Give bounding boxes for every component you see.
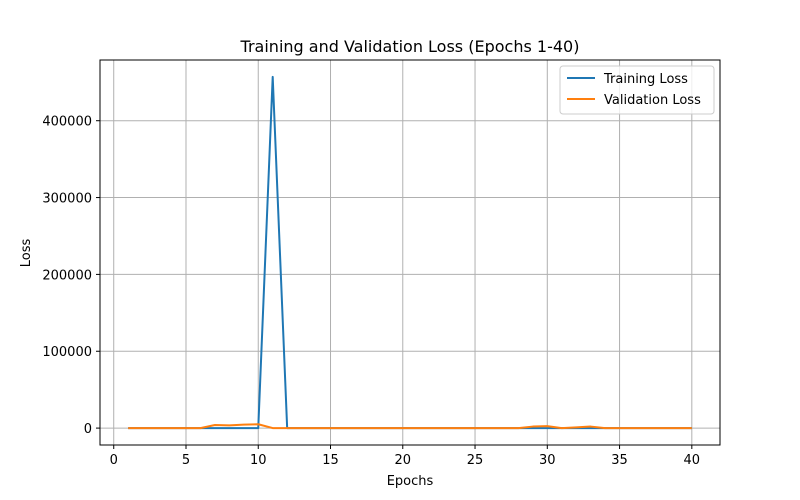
x-axis-ticks: 0 5 10 15 20 25 30 35 40 xyxy=(110,445,701,468)
x-tick-label: 40 xyxy=(684,453,701,468)
y-tick-label: 100000 xyxy=(42,345,92,360)
x-tick-label: 15 xyxy=(322,453,339,468)
x-tick-label: 0 xyxy=(110,453,118,468)
y-axis-ticks: 0 100000 200000 300000 400000 xyxy=(42,115,100,437)
x-tick-label: 5 xyxy=(182,453,190,468)
series-line-validation xyxy=(128,423,692,430)
y-tick-label: 0 xyxy=(84,422,92,437)
series-line-training xyxy=(128,75,692,430)
x-tick-label: 35 xyxy=(611,453,628,468)
legend-label-training: Training Loss xyxy=(603,72,688,87)
plot-frame xyxy=(99,59,721,446)
grid-lines xyxy=(100,60,720,445)
legend: Training Loss Validation Loss xyxy=(559,65,715,115)
legend-box xyxy=(559,65,715,115)
y-tick-label: 300000 xyxy=(42,192,92,207)
legend-label-validation: Validation Loss xyxy=(604,93,701,108)
x-axis-label: Epochs xyxy=(387,474,434,489)
y-tick-label: 400000 xyxy=(42,115,92,130)
y-tick-label: 200000 xyxy=(42,268,92,283)
x-tick-label: 30 xyxy=(539,453,556,468)
y-axis-label: Loss xyxy=(19,239,34,268)
x-tick-label: 20 xyxy=(395,453,412,468)
x-tick-label: 25 xyxy=(467,453,484,468)
series-lines xyxy=(128,75,692,430)
x-tick-label: 10 xyxy=(250,453,267,468)
chart-title: Training and Validation Loss (Epochs 1-4… xyxy=(240,37,580,56)
